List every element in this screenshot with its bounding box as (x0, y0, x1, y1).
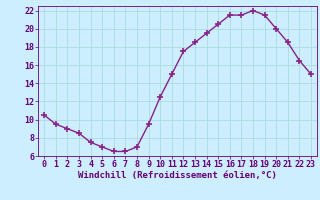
X-axis label: Windchill (Refroidissement éolien,°C): Windchill (Refroidissement éolien,°C) (78, 171, 277, 180)
